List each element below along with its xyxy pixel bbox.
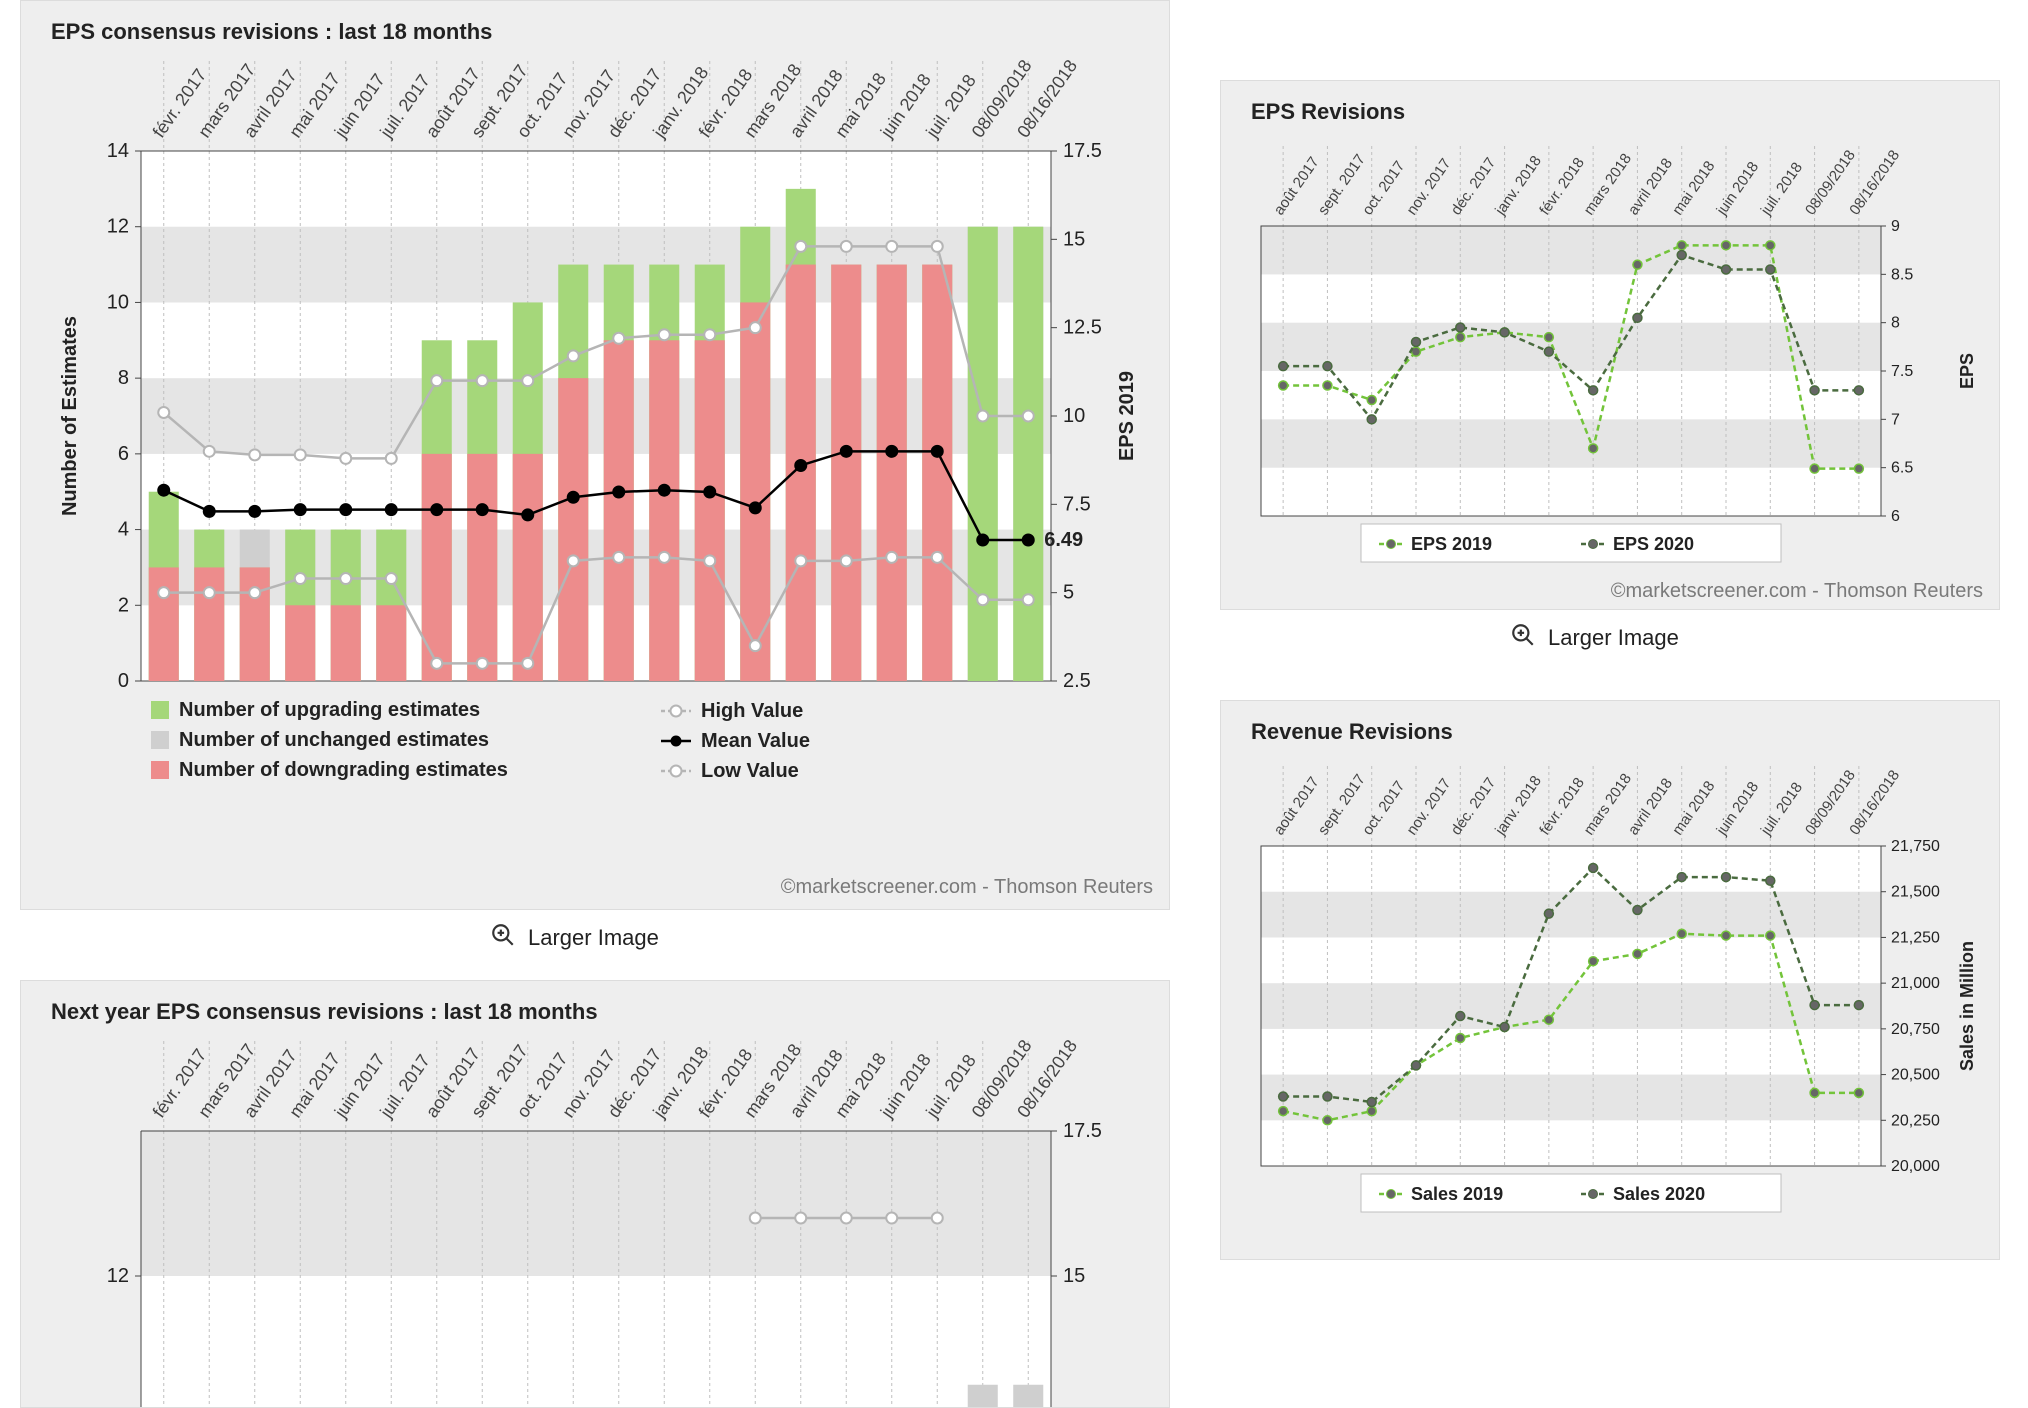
svg-text:21,250: 21,250 [1891, 929, 1940, 946]
svg-text:juin 2018: juin 2018 [1713, 159, 1762, 219]
svg-text:EPS: EPS [1957, 353, 1977, 389]
svg-text:6.49: 6.49 [1044, 529, 1083, 551]
svg-text:15: 15 [1063, 228, 1085, 250]
svg-text:6: 6 [118, 443, 129, 465]
svg-text:Number of upgrading estimates: Number of upgrading estimates [179, 699, 480, 721]
svg-text:20,000: 20,000 [1891, 1158, 1940, 1175]
svg-text:12: 12 [107, 1265, 129, 1287]
svg-text:21,000: 21,000 [1891, 975, 1940, 992]
panel-revenue-revisions: Revenue Revisions 20,000 20,250 20,500 20,7… [1220, 700, 2000, 1260]
svg-text:High Value: High Value [701, 700, 803, 722]
svg-text:6.5: 6.5 [1891, 460, 1913, 477]
svg-text:7: 7 [1891, 411, 1900, 428]
chart-revenue: 20,000 20,250 20,500 20,750 21,000 21,250 21,5… [1221, 751, 2001, 1251]
svg-text:8.5: 8.5 [1891, 266, 1913, 283]
svg-text:7.5: 7.5 [1063, 493, 1091, 515]
svg-text:14: 14 [107, 140, 129, 162]
svg-text:4: 4 [118, 519, 129, 541]
chart-main: 0 2 4 6 8 10 12 14 2.5 5 7.5 10 12.5 15 17.5 Number of … [21, 41, 1171, 911]
svg-text:Mean Value: Mean Value [701, 730, 810, 752]
svg-text:17.5: 17.5 [1063, 140, 1102, 162]
svg-text:juin 2018: juin 2018 [1713, 779, 1762, 839]
svg-text:21,500: 21,500 [1891, 884, 1940, 901]
chart-next: 1217.515févr. 2017mars 2017avril 2017mai… [21, 1021, 1170, 1408]
panel-title: Revenue Revisions [1251, 719, 1453, 745]
svg-text:2.5: 2.5 [1063, 670, 1091, 692]
svg-text:juil. 2018: juil. 2018 [1757, 779, 1806, 839]
svg-text:Sales 2020: Sales 2020 [1613, 1184, 1705, 1204]
svg-text:17.5: 17.5 [1063, 1120, 1102, 1142]
svg-text:Sales 2019: Sales 2019 [1411, 1184, 1503, 1204]
svg-text:juil. 2018: juil. 2018 [1757, 159, 1806, 219]
larger-image-label: Larger Image [1548, 625, 1679, 651]
svg-text:2: 2 [118, 594, 129, 616]
larger-image-label: Larger Image [528, 925, 659, 951]
svg-text:15: 15 [1063, 1265, 1085, 1287]
svg-text:7.5: 7.5 [1891, 363, 1913, 380]
svg-text:EPS 2019: EPS 2019 [1411, 534, 1492, 554]
svg-text:oct. 2017: oct. 2017 [1359, 158, 1408, 218]
svg-text:5: 5 [1063, 582, 1074, 604]
svg-text:20,250: 20,250 [1891, 1112, 1940, 1129]
larger-image-link-eps[interactable]: Larger Image [1510, 622, 1679, 654]
svg-text:EPS 2019: EPS 2019 [1116, 371, 1138, 461]
svg-text:20,750: 20,750 [1891, 1021, 1940, 1038]
svg-text:21,750: 21,750 [1891, 838, 1940, 855]
svg-text:6: 6 [1891, 508, 1900, 525]
larger-image-link-main[interactable]: Larger Image [490, 922, 659, 954]
panel-title: EPS Revisions [1251, 99, 1405, 125]
svg-text:EPS 2020: EPS 2020 [1613, 534, 1694, 554]
svg-text:Low Value: Low Value [701, 760, 799, 782]
credit-text: ©marketscreener.com - Thomson Reuters [781, 876, 1153, 899]
panel-eps-consensus: EPS consensus revisions : last 18 months… [20, 0, 1170, 910]
svg-text:0: 0 [118, 670, 129, 692]
svg-text:12: 12 [107, 216, 129, 238]
svg-text:8: 8 [1891, 315, 1900, 332]
svg-text:10: 10 [1063, 405, 1085, 427]
magnify-plus-icon [490, 922, 516, 954]
panel-eps-revisions: EPS Revisions 66.577.588.59EPSaoût 2017s… [1220, 80, 2000, 610]
credit-text: ©marketscreener.com - Thomson Reuters [1611, 580, 1983, 603]
svg-text:12.5: 12.5 [1063, 317, 1102, 339]
svg-text:mai 2018: mai 2018 [1669, 158, 1718, 218]
panel-next-year: Next year EPS consensus revisions : last… [20, 980, 1170, 1408]
svg-text:mai 2018: mai 2018 [1669, 778, 1718, 838]
svg-text:Number of Estimates: Number of Estimates [59, 316, 81, 516]
svg-text:20,500: 20,500 [1891, 1067, 1940, 1084]
svg-text:Sales in Million: Sales in Million [1957, 941, 1977, 1071]
svg-text:Number of unchanged estimates: Number of unchanged estimates [179, 729, 489, 751]
magnify-plus-icon [1510, 622, 1536, 654]
svg-text:Number of downgrading estimate: Number of downgrading estimates [179, 759, 508, 781]
svg-text:oct. 2017: oct. 2017 [1359, 778, 1408, 838]
svg-text:10: 10 [107, 291, 129, 313]
page-root: EPS consensus revisions : last 18 months… [0, 0, 2028, 1408]
chart-eps: 66.577.588.59EPSaoût 2017sept. 2017oct. … [1221, 131, 2001, 601]
svg-text:9: 9 [1891, 218, 1900, 235]
svg-text:8: 8 [118, 367, 129, 389]
